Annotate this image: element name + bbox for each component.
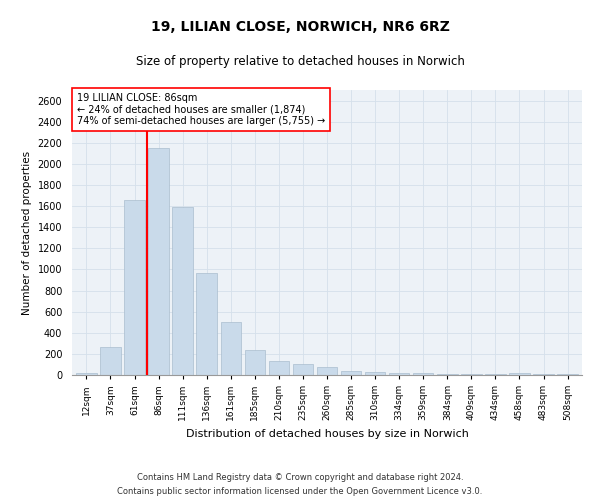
X-axis label: Distribution of detached houses by size in Norwich: Distribution of detached houses by size … bbox=[185, 428, 469, 438]
Bar bbox=[76, 373, 97, 375]
Bar bbox=[221, 322, 241, 375]
Bar bbox=[461, 374, 482, 375]
Bar bbox=[317, 366, 337, 375]
Bar bbox=[389, 373, 409, 375]
Y-axis label: Number of detached properties: Number of detached properties bbox=[22, 150, 32, 314]
Bar bbox=[509, 373, 530, 375]
Text: Contains public sector information licensed under the Open Government Licence v3: Contains public sector information licen… bbox=[118, 488, 482, 496]
Text: 19 LILIAN CLOSE: 86sqm
← 24% of detached houses are smaller (1,874)
74% of semi-: 19 LILIAN CLOSE: 86sqm ← 24% of detached… bbox=[77, 93, 325, 126]
Bar bbox=[557, 374, 578, 375]
Bar bbox=[293, 364, 313, 375]
Bar bbox=[245, 350, 265, 375]
Bar bbox=[100, 347, 121, 375]
Bar bbox=[269, 362, 289, 375]
Text: 19, LILIAN CLOSE, NORWICH, NR6 6RZ: 19, LILIAN CLOSE, NORWICH, NR6 6RZ bbox=[151, 20, 449, 34]
Bar bbox=[341, 371, 361, 375]
Bar bbox=[196, 272, 217, 375]
Bar bbox=[485, 374, 506, 375]
Bar bbox=[413, 373, 433, 375]
Bar bbox=[533, 374, 554, 375]
Bar bbox=[148, 148, 169, 375]
Bar bbox=[124, 200, 145, 375]
Bar bbox=[365, 372, 385, 375]
Text: Contains HM Land Registry data © Crown copyright and database right 2024.: Contains HM Land Registry data © Crown c… bbox=[137, 472, 463, 482]
Bar bbox=[172, 207, 193, 375]
Bar bbox=[437, 374, 458, 375]
Text: Size of property relative to detached houses in Norwich: Size of property relative to detached ho… bbox=[136, 55, 464, 68]
